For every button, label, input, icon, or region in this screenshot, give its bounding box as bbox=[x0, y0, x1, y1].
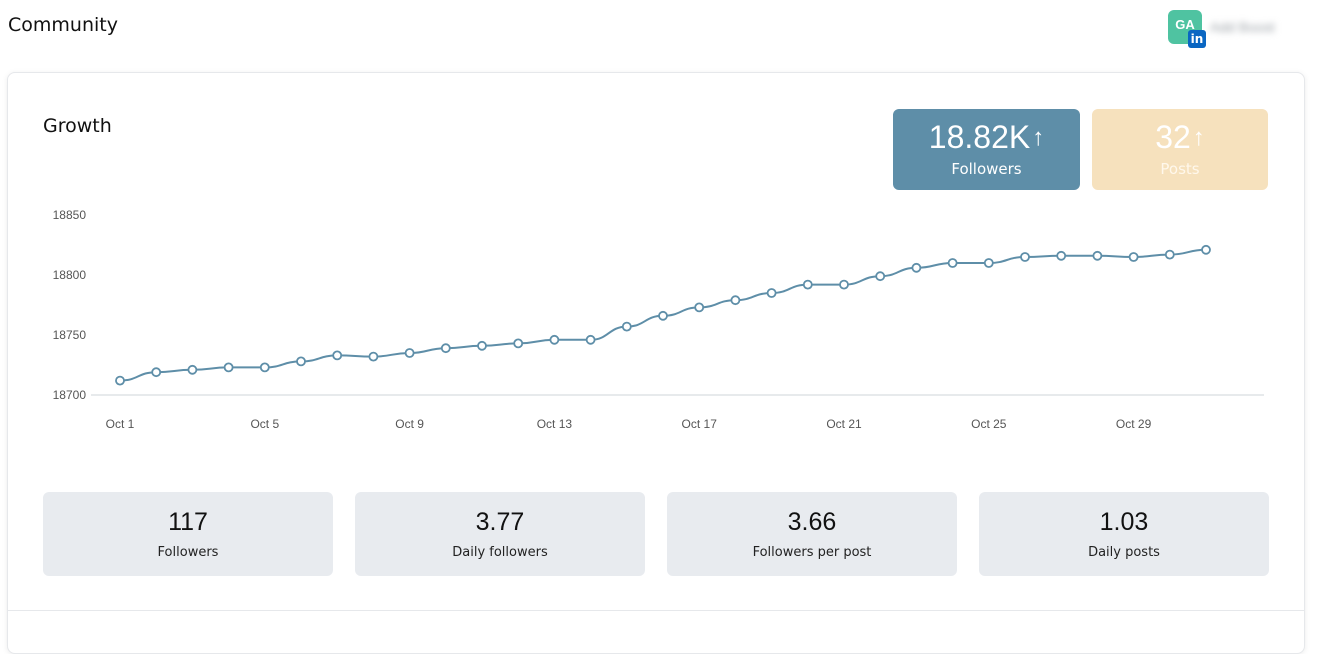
data-point bbox=[549, 334, 560, 345]
data-point bbox=[911, 262, 922, 273]
data-point bbox=[187, 364, 198, 375]
y-tick-label: 18850 bbox=[53, 208, 87, 222]
followers-kpi-label: Followers bbox=[951, 160, 1022, 178]
stat-card-followers-per-post: 3.66 Followers per post bbox=[667, 492, 957, 576]
data-point bbox=[658, 310, 668, 321]
data-point bbox=[477, 340, 487, 351]
stat-label: Followers bbox=[157, 545, 219, 560]
data-point bbox=[1201, 244, 1211, 255]
stat-card-daily-posts: 1.03 Daily posts bbox=[979, 492, 1269, 576]
data-point bbox=[115, 375, 125, 386]
y-tick-label: 18700 bbox=[53, 388, 87, 402]
followers-kpi-card[interactable]: 18.82K↑ Followers bbox=[893, 109, 1080, 190]
stat-label: Daily posts bbox=[1088, 545, 1160, 560]
data-point bbox=[513, 338, 524, 349]
data-point bbox=[259, 362, 270, 373]
data-point bbox=[766, 288, 777, 298]
data-point bbox=[839, 279, 849, 290]
avatar[interactable]: GA in bbox=[1168, 10, 1206, 48]
data-point bbox=[332, 350, 343, 361]
x-tick-label: Oct 29 bbox=[1116, 417, 1152, 431]
avatar-initials: GA bbox=[1175, 16, 1195, 32]
posts-kpi-label: Posts bbox=[1160, 160, 1200, 178]
posts-kpi-card[interactable]: 32↑ Posts bbox=[1092, 109, 1268, 190]
data-point bbox=[947, 258, 958, 268]
account-switcher[interactable]: GA in Add Boost bbox=[1168, 10, 1275, 48]
data-point bbox=[1164, 249, 1175, 260]
x-tick-label: Oct 25 bbox=[971, 417, 1007, 431]
x-tick-label: Oct 17 bbox=[682, 417, 718, 431]
data-point bbox=[1020, 252, 1030, 262]
data-point bbox=[368, 351, 379, 362]
x-tick-label: Oct 5 bbox=[250, 417, 279, 431]
data-point bbox=[802, 279, 813, 290]
followers-kpi-value: 18.82K bbox=[928, 119, 1031, 155]
x-tick-label: Oct 13 bbox=[537, 417, 573, 431]
data-point bbox=[875, 271, 886, 282]
y-tick-label: 18800 bbox=[53, 268, 87, 282]
data-point bbox=[585, 334, 596, 345]
x-tick-label: Oct 21 bbox=[826, 417, 862, 431]
data-point bbox=[440, 343, 451, 354]
stat-label: Followers per post bbox=[752, 545, 872, 560]
arrow-up-icon: ↑ bbox=[1192, 124, 1205, 151]
data-point bbox=[404, 348, 415, 358]
stat-card-daily-followers: 3.77 Daily followers bbox=[355, 492, 645, 576]
account-name: Add Boost bbox=[1210, 19, 1275, 35]
stat-value: 117 bbox=[168, 508, 208, 536]
data-point bbox=[1092, 250, 1103, 261]
growth-title: Growth bbox=[43, 115, 112, 137]
data-point bbox=[1128, 252, 1139, 262]
x-tick-label: Oct 9 bbox=[395, 417, 424, 431]
page-title: Community bbox=[8, 14, 118, 36]
y-tick-label: 18750 bbox=[53, 328, 87, 342]
arrow-up-icon: ↑ bbox=[1032, 124, 1045, 151]
stat-card-followers: 117 Followers bbox=[43, 492, 333, 576]
data-point bbox=[983, 258, 994, 268]
linkedin-icon: in bbox=[1188, 30, 1206, 48]
followers-growth-chart: 18850 18800 18750 18700 Oct 1 Oct 5 Oct 9 Oct 1… bbox=[53, 208, 1264, 431]
stat-label: Daily followers bbox=[452, 545, 548, 560]
data-point bbox=[730, 295, 741, 306]
data-point bbox=[151, 367, 162, 378]
data-point bbox=[1056, 250, 1067, 261]
data-point bbox=[296, 356, 306, 367]
posts-kpi-value: 32 bbox=[1155, 119, 1191, 155]
stat-value: 3.77 bbox=[475, 508, 525, 536]
data-point bbox=[621, 321, 632, 332]
stat-value: 1.03 bbox=[1099, 508, 1149, 536]
section-divider bbox=[8, 610, 1304, 611]
data-point bbox=[694, 302, 705, 313]
x-tick-label: Oct 1 bbox=[106, 417, 135, 431]
growth-card: Growth 18.82K↑ Followers 32↑ Posts 18850… bbox=[7, 72, 1305, 654]
data-point bbox=[223, 362, 234, 373]
stat-value: 3.66 bbox=[787, 508, 837, 536]
